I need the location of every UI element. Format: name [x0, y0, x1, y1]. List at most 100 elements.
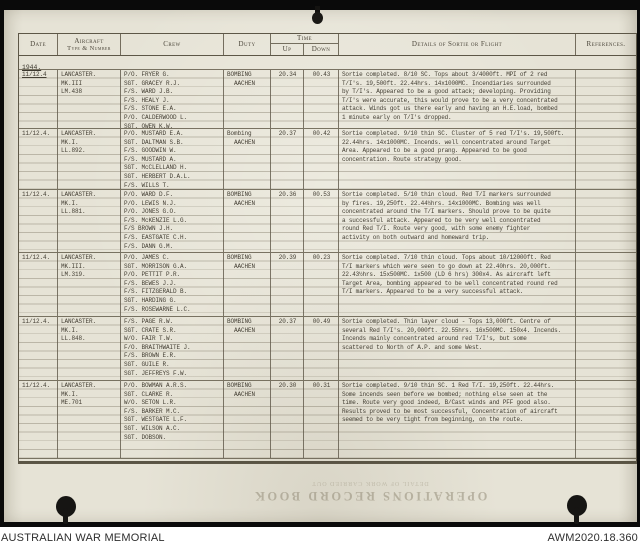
scanned-page: Date Aircraft Type & Number Crew Duty Ti…: [4, 6, 637, 524]
duty-line: BOMBING: [227, 382, 252, 389]
cell-references: [576, 129, 636, 189]
crew-member: F/S. BEWES J.J.: [124, 279, 177, 287]
sortie-date: 11/12.4.: [22, 382, 51, 389]
details-line: Sortie completed. Thin layer cloud - Top…: [342, 318, 551, 325]
cell-references: [576, 190, 636, 252]
col-header-details: Details of Sortie or Flight: [339, 34, 576, 55]
crew-member: W/O. SETON L.R.: [124, 399, 177, 407]
crew-member: F/S. McKENZIE L.G.: [124, 216, 188, 224]
sortie-date: 11/12.4.: [22, 130, 51, 137]
cell-date: 11/12.4.: [19, 381, 58, 458]
details-line: time. Route very good indeed, B/Cast win…: [342, 399, 551, 407]
aircraft-line: MK.I.: [61, 138, 79, 146]
crew-member: P/O. JONES G.O.: [124, 208, 177, 216]
table-row: 11/12.4. LANCASTER. MK.I. LL.881. P/O. WARD …: [19, 190, 636, 253]
aircraft-line: MK.III.: [61, 262, 86, 270]
details-line: round Red T/I. Route very good, with som…: [342, 225, 531, 233]
aircraft-line: LM.319.: [61, 271, 86, 279]
crew-member: SGT. MORRISON G.A.: [124, 262, 188, 270]
details-line: scattered to North of A.P. and some West…: [342, 343, 483, 351]
crew-member: P/O. BOWMAN A.R.S.: [124, 382, 188, 389]
crew-member: SGT. GRACEY R.J.: [124, 79, 181, 87]
details-line: 22.43½hrs. 15x500MC. 1x500 (LD 6 hrs) 30…: [342, 271, 551, 279]
cell-details: Sortie completed. 5/10 thin cloud. Red T…: [339, 190, 576, 252]
crew-member: P/O. FRYER G.: [124, 71, 170, 78]
cell-duty: BOMBING AACHEN: [224, 253, 271, 316]
details-line: by fires. 19,250ft. 22.44½hrs. 14x1000MC…: [342, 199, 541, 207]
details-line: Target Area, bombing appeared to be well…: [342, 279, 558, 287]
crew-member: SGT. WILSON A.C.: [124, 424, 181, 432]
aircraft-line: MK.I.: [61, 326, 79, 334]
aircraft-line: MK.I.: [61, 199, 79, 207]
cell-crew: P/O. MUSTARD E.A. SGT. DALTMAN S.B. F/S. G…: [121, 129, 224, 189]
archive-source-label: AUSTRALIAN WAR MEMORIAL: [1, 531, 165, 544]
col-header-references: References.: [586, 40, 626, 48]
details-line: activity on both outward and homeward tr…: [342, 233, 490, 241]
duty-line: AACHEN: [234, 390, 256, 398]
crew-member: F/S. ROSEWARNE L.C.: [124, 305, 191, 313]
crew-member: SGT. WESTGATE L.F.: [124, 416, 188, 424]
details-line: 1 minute early on T/I's dropped.: [342, 113, 452, 121]
crew-member: F/S. BROWN E.R.: [124, 352, 177, 360]
table-header: Date Aircraft Type & Number Crew Duty Ti…: [19, 34, 636, 56]
details-line: Sortie completed. 9/10 thin SC. Cluster …: [342, 130, 565, 137]
crew-member: SGT. JEFFREYS F.W.: [124, 369, 188, 377]
crew-member: F/S BROWN J.H.: [124, 225, 174, 233]
details-line: Incends mainly concentrated around red T…: [342, 335, 527, 343]
crew-member: SGT. DOBSON.: [124, 433, 167, 441]
aircraft-line: LL.892.: [61, 147, 86, 155]
cell-time-up: 20.39: [271, 253, 304, 316]
cell-aircraft: LANCASTER. MK.I. LL.892.: [58, 129, 121, 189]
watermark-title: OPERATIONS RECORD BOOK: [252, 489, 488, 503]
details-line: several Red T/I's. 20,000ft. 22.55hrs. 1…: [342, 326, 561, 334]
year-row: 1944.: [19, 56, 636, 71]
sortie-date: 11/12.4.: [22, 318, 51, 325]
duty-line: AACHEN: [234, 138, 256, 146]
cell-duty: BOMBING AACHEN: [224, 190, 271, 252]
details-line: T/I markers. Appeared to be a very succe…: [342, 288, 524, 296]
sortie-date: 11/12.4.: [22, 254, 51, 261]
cell-duty: BOMBING AACHEN: [224, 317, 271, 380]
cell-time-up: 20.37: [271, 317, 304, 380]
col-header-crew: Crew: [121, 34, 224, 55]
crew-member: P/O. JAMES C.: [124, 254, 170, 261]
col-header-time-down: Down: [304, 44, 339, 55]
crew-member: F/S. BARKER M.C.: [124, 407, 181, 415]
table-body: 11/12.4 LANCASTER. MK.III LM.438 P/O. FRYER …: [19, 70, 636, 459]
cell-crew: P/O. JAMES C. SGT. MORRISON G.A. P/O. PETT…: [121, 253, 224, 316]
cell-time-up: 20.36: [271, 190, 304, 252]
crew-member: SGT. HARDING G.: [124, 296, 177, 304]
crew-member: W/O. FAIR T.W.: [124, 335, 174, 343]
aircraft-line: LANCASTER.: [61, 130, 97, 137]
crew-member: F/S. MUSTARD A.: [124, 155, 177, 163]
duty-line: BOMBING: [227, 71, 252, 78]
cell-time-down: 00.49: [304, 317, 339, 380]
duty-line: Bombing: [227, 130, 252, 137]
cell-duty: BOMBING AACHEN: [224, 70, 271, 128]
crew-member: F/O. BRAITHWAITE J.: [124, 343, 191, 351]
cell-date: 11/12.4.: [19, 317, 58, 380]
details-line: attack. Winds got us there early and hav…: [342, 105, 558, 113]
aircraft-line: LL.881.: [61, 208, 86, 216]
cell-time-down: 00.23: [304, 253, 339, 316]
cell-date: 11/12.4.: [19, 129, 58, 189]
duty-line: BOMBING: [227, 254, 252, 261]
cell-aircraft: LANCASTER. MK.I. ME.701: [58, 381, 121, 458]
cell-duty: BOMBING AACHEN: [224, 381, 271, 458]
crew-member: F/S. HEALY J.: [124, 96, 170, 104]
archive-id-label: AWM2020.18.360: [547, 531, 638, 544]
details-line: a successful attack. Appeared to be very…: [342, 216, 541, 224]
details-line: concentrated around the T/I markers. Sho…: [342, 208, 551, 216]
crew-member: SGT. McCLELLAND H.: [124, 164, 188, 172]
cell-crew: P/O. WARD D.F. P/O. LEWIS N.J. P/O. JONES …: [121, 190, 224, 252]
cell-crew: F/S. PAGE R.W. SGT. CRATE S.R. W/O. FAIR T…: [121, 317, 224, 380]
cell-references: [576, 70, 636, 128]
cell-time-up: 20.34: [271, 70, 304, 128]
crew-member: F/S. DANN G.M.: [124, 242, 174, 250]
details-line: concentration. Route strategy good.: [342, 155, 462, 163]
details-line: Results proved to be most successful, Co…: [342, 407, 558, 415]
crew-member: P/O. LEWIS N.J.: [124, 199, 177, 207]
details-line: T/I's. 19,500ft. 22.44hrs. 14x1000MC. In…: [342, 79, 551, 87]
details-line: seemed to be very tight from beginning, …: [342, 416, 524, 424]
table-row: 11/12.4. LANCASTER. MK.I. LL.848. F/S. PAGE …: [19, 317, 636, 381]
